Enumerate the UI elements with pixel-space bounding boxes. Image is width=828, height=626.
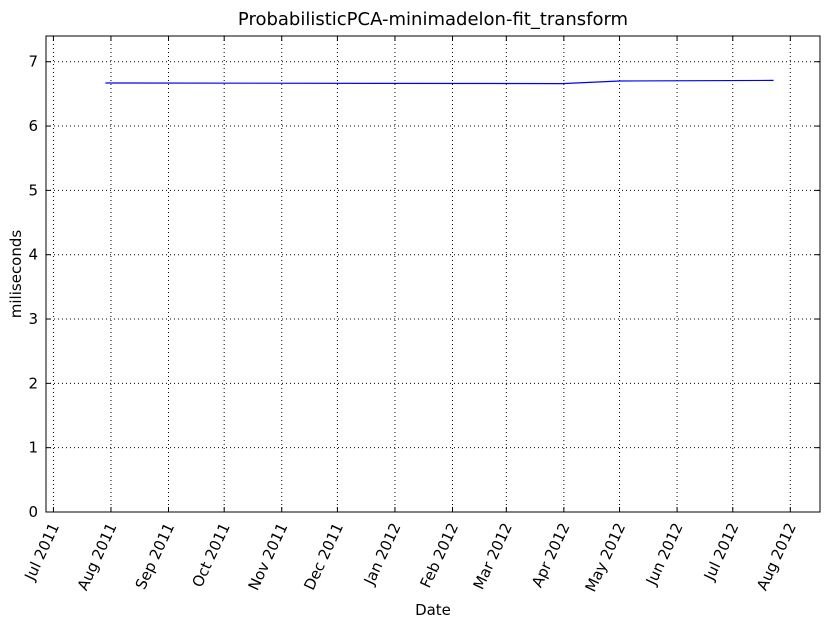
x-axis-label: Date: [415, 601, 451, 619]
x-tick-label: Oct 2011: [188, 520, 233, 590]
y-tick-label: 1: [28, 439, 38, 457]
y-tick-label: 3: [28, 310, 38, 328]
x-tick-label: Apr 2012: [528, 520, 573, 590]
series-layer: [105, 79, 774, 85]
y-tick-label: 0: [28, 503, 38, 521]
x-tick-label: Jul 2012: [700, 520, 743, 584]
y-tick-label: 7: [28, 53, 38, 71]
x-tick-label: Nov 2011: [245, 520, 292, 593]
series-line: [105, 79, 774, 85]
axis-ticks: Jul 2011 Aug 2011 Sep 2011 Oct 2011 Nov 2011…: [21, 36, 820, 595]
x-tick-label: Jul 2011: [21, 520, 64, 584]
x-tick-label: Jun 2012: [642, 520, 687, 589]
y-tick-label: 4: [28, 246, 38, 264]
grid-lines: [46, 36, 820, 513]
y-axis-label: miliseconds: [7, 230, 25, 319]
x-tick-label: Aug 2011: [74, 520, 121, 593]
x-tick-label: Mar 2012: [470, 520, 516, 592]
plot-frame: [45, 35, 821, 513]
x-tick-label: Jan 2012: [360, 520, 405, 588]
x-tick-label: Sep 2011: [132, 520, 178, 592]
x-tick-label: Feb 2012: [416, 520, 462, 591]
x-tick-label: Dec 2011: [300, 520, 347, 593]
x-tick-label: May 2012: [582, 520, 630, 595]
chart-title: ProbabilisticPCA-minimadelon-fit_transfo…: [238, 9, 628, 30]
y-tick-label: 5: [28, 181, 38, 199]
x-tick-label: Aug 2012: [753, 520, 800, 593]
y-tick-label: 6: [28, 117, 38, 135]
y-tick-label: 2: [28, 374, 38, 392]
